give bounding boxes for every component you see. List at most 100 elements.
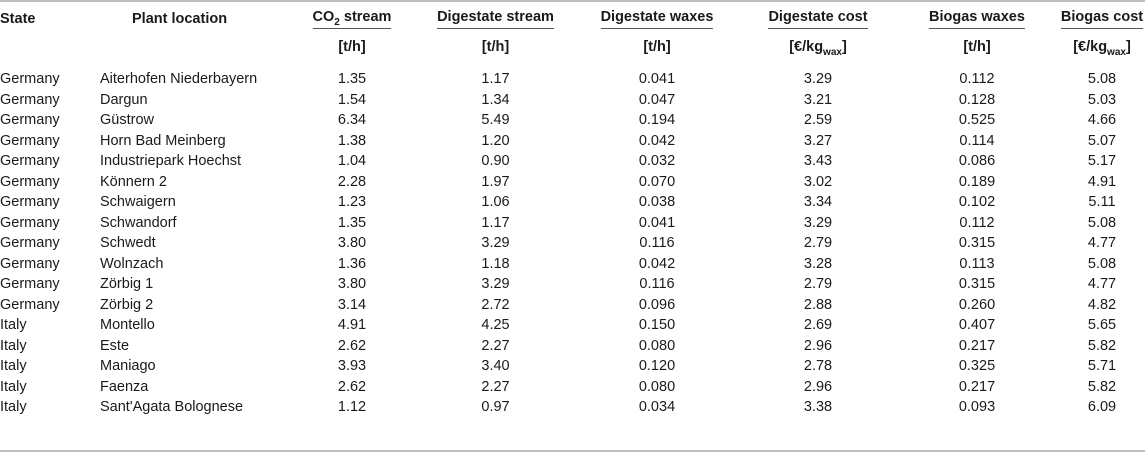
cell-digestate-stream: 3.29 [481,235,510,251]
cell-digestate-cost: 2.88 [803,296,833,313]
cell-plant-location: Wolnzach [100,255,164,272]
cell-biogas-cost: 5.11 [1088,194,1116,210]
cell-plant-location: Montello [100,317,155,333]
cell-digestate-stream: 5.49 [481,112,510,128]
cell-state: Germany [0,214,60,231]
cell-state: Germany [0,91,60,108]
cell-biogas-waxes: 0.407 [958,317,996,333]
cell-digestate-stream: 1.17 [481,71,510,87]
cell-biogas-cost: 5.03 [1087,91,1117,108]
cell-plant-location: Industriepark Hoechst [100,153,242,169]
cell-digestate-waxes: 0.034 [638,399,676,415]
cell-co2-stream: 1.36 [337,255,367,272]
cell-biogas-waxes: 0.315 [958,276,996,292]
cell-co2-stream: 1.23 [337,194,367,210]
cell-state: Germany [0,194,60,210]
cell-digestate-cost: 3.34 [803,194,833,210]
cell-plant-location: Schwaigern [100,194,176,210]
header-biogas-cost: Biogas cost [1059,2,1145,36]
cell-biogas-waxes: 0.128 [958,91,996,108]
cell-digestate-waxes: 0.070 [638,173,676,190]
unit-state [0,36,100,69]
table-body: Germany Aiterhofen Niederbayern 1.35 1.17 0.… [0,69,1145,418]
cell-biogas-waxes: 0.112 [959,71,995,87]
cell-digestate-cost: 3.29 [803,71,833,87]
table-row: Germany Aiterhofen Niederbayern 1.35 1.17 0.… [0,69,1145,90]
cell-digestate-stream: 0.90 [481,153,510,169]
header-co2-stream: CO2 stream [312,9,392,29]
cell-biogas-waxes: 0.102 [958,194,996,210]
cell-co2-stream: 1.04 [337,153,367,169]
cell-state: Germany [0,173,60,190]
cell-state: Italy [0,399,27,415]
data-table: State Plant location CO2 stream Digestat… [0,2,1145,418]
cell-digestate-stream: 0.97 [481,399,510,415]
cell-biogas-cost: 5.65 [1087,317,1117,333]
cell-plant-location: Zörbig 1 [100,276,154,292]
cell-digestate-waxes: 0.032 [638,153,676,169]
cell-biogas-cost: 5.08 [1087,255,1117,272]
cell-digestate-waxes: 0.116 [639,276,675,292]
header-plant-location: Plant location [132,11,228,27]
unit-biogas-cost: [€/kgwax] [1073,39,1131,58]
cell-digestate-cost: 2.79 [803,235,833,251]
cell-biogas-cost: 4.66 [1087,112,1117,128]
cell-digestate-waxes: 0.038 [638,194,676,210]
cell-digestate-cost: 3.29 [803,214,833,231]
cell-biogas-waxes: 0.315 [958,235,996,251]
unit-digestate-cost: [€/kgwax] [789,39,847,58]
cell-digestate-cost: 2.69 [803,317,833,333]
cell-state: Germany [0,255,60,272]
table-row: Germany Güstrow 6.34 5.49 0.194 2.59 0.525 4.66 [0,110,1145,131]
cell-digestate-stream: 1.18 [481,255,510,272]
cell-state: Germany [0,235,60,251]
cell-biogas-cost: 4.91 [1087,173,1117,190]
unit-biogas-waxes: [t/h] [963,39,991,55]
cell-biogas-waxes: 0.217 [958,337,996,354]
cell-co2-stream: 3.80 [337,276,367,292]
cell-digestate-stream: 1.06 [481,194,510,210]
table-row: Germany Wolnzach 1.36 1.18 0.042 3.28 0.113 5.0… [0,254,1145,275]
table-row: Germany Horn Bad Meinberg 1.38 1.20 0.042 3.2… [0,131,1145,152]
header-biogas-waxes: Biogas waxes [895,2,1059,36]
cell-co2-stream: 4.91 [337,317,367,333]
header-digestate-cost: Digestate cost [741,2,895,36]
header-row: State Plant location CO2 stream Digestat… [0,2,1145,36]
header-digestate-stream: Digestate stream [418,2,573,36]
cell-biogas-waxes: 0.086 [958,153,996,169]
cell-digestate-waxes: 0.080 [638,378,676,395]
cell-biogas-waxes: 0.189 [958,173,996,190]
cell-digestate-waxes: 0.041 [638,71,676,87]
cell-plant-location: Schwedt [100,235,156,251]
cell-digestate-waxes: 0.047 [638,91,676,108]
cell-digestate-stream: 2.27 [481,378,510,395]
cell-plant-location: Schwandorf [100,214,177,231]
cell-digestate-cost: 3.21 [803,91,833,108]
cell-digestate-waxes: 0.120 [638,358,676,374]
cell-biogas-cost: 4.77 [1087,235,1117,251]
table-row: Italy Maniago 3.93 3.40 0.120 2.78 0.325 5.71 [0,356,1145,377]
cell-digestate-stream: 1.20 [481,132,510,149]
cell-plant-location: Faenza [100,378,149,395]
cell-biogas-cost: 5.08 [1087,71,1117,87]
cell-state: Germany [0,276,60,292]
unit-location [100,36,286,69]
cell-state: Italy [0,378,27,395]
cell-co2-stream: 6.34 [337,112,367,128]
cell-co2-stream: 1.54 [337,91,367,108]
cell-plant-location: Könnern 2 [100,173,167,190]
cell-digestate-waxes: 0.042 [638,132,676,149]
cell-digestate-cost: 2.79 [803,276,833,292]
cell-biogas-waxes: 0.525 [958,112,996,128]
cell-state: Germany [0,153,60,169]
cell-co2-stream: 1.35 [337,71,367,87]
table-row: Italy Faenza 2.62 2.27 0.080 2.96 0.217 5.82 [0,377,1145,398]
cell-digestate-waxes: 0.116 [639,235,675,251]
cell-biogas-waxes: 0.325 [958,358,996,374]
table-row: Germany Dargun 1.54 1.34 0.047 3.21 0.128 5.03 [0,90,1145,111]
cell-state: Germany [0,296,60,313]
cell-plant-location: Horn Bad Meinberg [100,132,226,149]
cell-biogas-cost: 5.71 [1087,358,1117,374]
cell-digestate-stream: 4.25 [481,317,510,333]
